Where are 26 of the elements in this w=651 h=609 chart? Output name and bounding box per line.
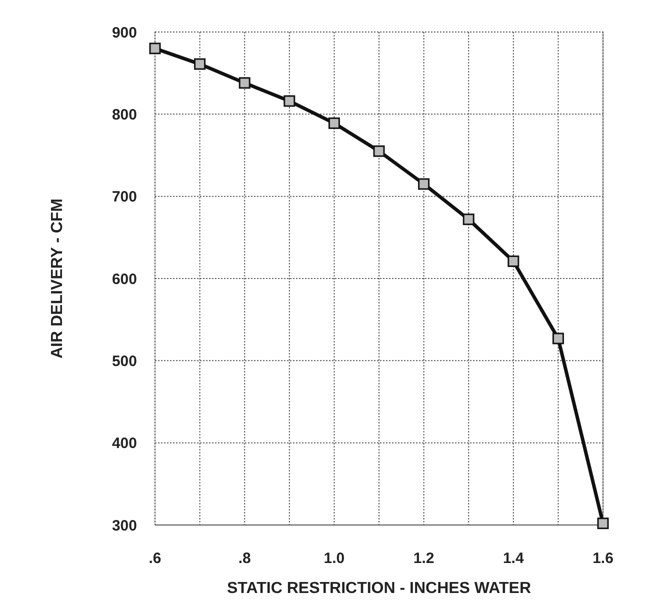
x-tick-label: 1.4 [502,550,524,567]
y-tick-label: 800 [112,106,137,124]
y-axis-title: AIR DELIVERY - CFM [49,198,66,359]
y-tick-label: 400 [112,435,137,452]
y-tick-label: 700 [112,188,137,206]
point [328,117,340,129]
y-tick-label: 300 [112,517,137,534]
point [552,332,564,344]
point [373,145,385,157]
x-tick-label: 1.6 [592,550,614,567]
y-tick-label: 600 [112,270,137,288]
x-axis-title: STATIC RESTRICTION - INCHES WATER [227,580,532,597]
y-tick-label: 500 [112,352,137,370]
x-tick-label: 1.2 [413,550,434,567]
point [418,178,430,190]
point [194,58,206,70]
point [508,255,520,267]
point [284,95,296,107]
x-tick-label: .8 [238,550,251,567]
point [149,42,161,54]
y-tick-label: 900 [112,24,137,42]
x-tick-label: .6 [148,550,162,567]
x-tick-label: 1.0 [324,550,345,567]
point [597,518,609,530]
point [238,77,250,89]
point [462,214,474,226]
